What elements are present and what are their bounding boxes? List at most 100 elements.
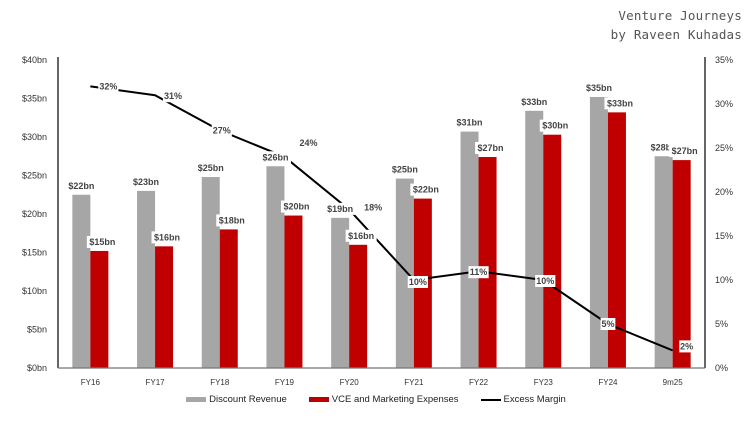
label-vce-marketing: $22bn bbox=[413, 185, 439, 195]
bar-vce-marketing bbox=[349, 244, 368, 368]
left-axis-tick: $15bn bbox=[22, 248, 47, 258]
label-vce-marketing: $27bn bbox=[478, 143, 504, 153]
legend-item-discount-revenue: Discount Revenue bbox=[186, 394, 287, 405]
label-excess-margin: 31% bbox=[164, 91, 182, 101]
label-vce-marketing: $15bn bbox=[89, 237, 115, 247]
label-excess-margin-bg bbox=[535, 275, 556, 287]
label-vce-marketing: $20bn bbox=[283, 202, 309, 212]
watermark-line1: Venture Journeys bbox=[618, 8, 742, 23]
label-excess-margin-bg bbox=[98, 80, 119, 93]
category-label: FY24 bbox=[598, 378, 618, 387]
bar-vce-marketing bbox=[90, 250, 109, 368]
right-axis-tick: 0% bbox=[715, 363, 728, 373]
bar-discount-revenue bbox=[266, 166, 285, 368]
legend: Discount Revenue VCE and Marketing Expen… bbox=[0, 394, 752, 405]
label-excess-margin-bg bbox=[363, 201, 384, 214]
label-excess-margin-bg bbox=[679, 340, 695, 353]
left-axis-tick: $40bn bbox=[22, 55, 47, 65]
label-discount-revenue-bg bbox=[195, 162, 227, 175]
label-vce-marketing-bg bbox=[151, 231, 183, 244]
label-discount-revenue-bg bbox=[518, 95, 550, 108]
left-axis-tick: $20bn bbox=[22, 209, 47, 219]
label-vce-marketing-bg bbox=[410, 183, 442, 196]
right-axis-tick: 25% bbox=[715, 143, 733, 153]
bar-vce-marketing bbox=[219, 229, 238, 368]
watermark: Venture Journeys by Raveen Kuhadas bbox=[611, 6, 742, 44]
bar-discount-revenue bbox=[331, 217, 350, 368]
label-excess-margin: 24% bbox=[299, 138, 317, 148]
label-excess-margin-bg bbox=[162, 90, 184, 103]
label-discount-revenue-bg bbox=[583, 81, 615, 94]
label-vce-marketing-bg bbox=[216, 214, 248, 227]
category-label: FY20 bbox=[340, 378, 360, 387]
label-excess-margin: 10% bbox=[409, 277, 427, 287]
legend-label: VCE and Marketing Expenses bbox=[331, 394, 459, 405]
label-discount-revenue: $25bn bbox=[392, 165, 418, 175]
right-axis-tick: 30% bbox=[715, 99, 733, 109]
right-axis-tick: 35% bbox=[715, 55, 733, 65]
right-axis-tick: 10% bbox=[715, 275, 733, 285]
left-axis-tick: $0bn bbox=[27, 363, 47, 373]
label-discount-revenue-bg bbox=[65, 179, 97, 192]
category-label: FY17 bbox=[145, 378, 165, 387]
label-excess-margin: 10% bbox=[536, 276, 554, 286]
label-vce-marketing-bg bbox=[345, 229, 377, 242]
legend-swatch-line bbox=[480, 398, 501, 401]
label-discount-revenue-bg bbox=[130, 175, 162, 188]
label-excess-margin: 11% bbox=[470, 267, 488, 277]
label-discount-revenue: $25bn bbox=[198, 163, 224, 173]
left-axis-tick: $35bn bbox=[22, 94, 47, 104]
label-vce-marketing-bg bbox=[86, 235, 118, 248]
label-excess-margin-bg bbox=[407, 276, 428, 288]
label-excess-margin-bg bbox=[298, 136, 319, 149]
bar-vce-marketing bbox=[543, 134, 562, 368]
label-excess-margin: 18% bbox=[364, 203, 382, 213]
category-label: FY19 bbox=[275, 378, 295, 387]
legend-label: Discount Revenue bbox=[209, 394, 287, 405]
left-axis-tick: $30bn bbox=[22, 132, 47, 142]
right-axis-tick: 20% bbox=[715, 187, 733, 197]
category-label: FY22 bbox=[469, 378, 489, 387]
bar-discount-revenue bbox=[201, 177, 220, 368]
left-axis-tick: $10bn bbox=[22, 286, 47, 296]
line-excess-margin bbox=[90, 85, 674, 352]
label-excess-margin-bg bbox=[468, 266, 489, 279]
label-discount-revenue: $23bn bbox=[133, 177, 159, 187]
label-discount-revenue-bg bbox=[324, 202, 356, 215]
legend-item-vce-marketing: VCE and Marketing Expenses bbox=[308, 394, 459, 405]
label-vce-marketing-bg bbox=[475, 142, 507, 155]
legend-item-excess-margin: Excess Margin bbox=[480, 394, 566, 405]
label-excess-margin: 5% bbox=[601, 319, 614, 329]
label-discount-revenue: $31bn bbox=[457, 118, 483, 128]
label-vce-marketing: $16bn bbox=[154, 232, 180, 242]
bar-vce-marketing bbox=[478, 157, 497, 368]
bar-discount-revenue bbox=[589, 96, 608, 369]
bar-vce-marketing bbox=[155, 246, 174, 368]
label-discount-revenue-bg bbox=[454, 116, 486, 129]
bar-discount-revenue bbox=[654, 156, 673, 368]
bar-discount-revenue bbox=[460, 131, 479, 368]
left-axis-tick: $25bn bbox=[22, 171, 47, 181]
right-axis-tick: 15% bbox=[715, 231, 733, 241]
label-excess-margin: 2% bbox=[680, 341, 693, 351]
bar-vce-marketing bbox=[672, 160, 691, 368]
bar-discount-revenue bbox=[525, 110, 544, 368]
label-discount-revenue: $33bn bbox=[521, 97, 547, 107]
label-vce-marketing-bg bbox=[539, 119, 571, 132]
legend-label: Excess Margin bbox=[503, 394, 566, 405]
left-axis-tick: $5bn bbox=[27, 325, 47, 335]
label-discount-revenue-bg bbox=[259, 151, 291, 164]
label-vce-marketing: $30bn bbox=[542, 121, 568, 131]
bar-discount-revenue bbox=[137, 190, 156, 368]
label-vce-marketing: $16bn bbox=[348, 231, 374, 241]
label-vce-marketing: $33bn bbox=[607, 98, 633, 108]
label-discount-revenue: $19bn bbox=[327, 204, 353, 214]
label-vce-marketing-bg bbox=[604, 97, 636, 110]
label-discount-revenue: $22bn bbox=[68, 181, 94, 191]
label-discount-revenue: $35bn bbox=[586, 83, 612, 93]
category-label: 9m25 bbox=[663, 378, 684, 387]
watermark-line2: by Raveen Kuhadas bbox=[610, 27, 742, 42]
label-discount-revenue-bg bbox=[389, 163, 421, 176]
bar-discount-revenue bbox=[72, 194, 91, 368]
